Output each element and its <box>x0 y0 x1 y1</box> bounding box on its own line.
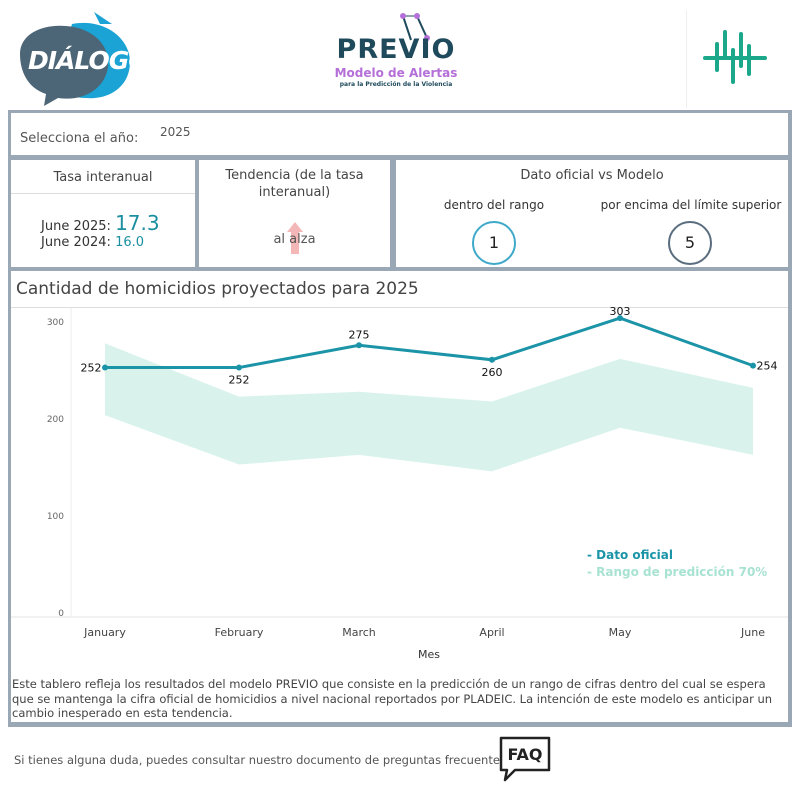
tasa-previous-label: June 2024: <box>41 235 111 250</box>
faq-prompt-text: Si tienes alguna duda, puedes consultar … <box>14 753 506 767</box>
arrow-up-icon <box>287 222 303 254</box>
data-label: 254 <box>757 360 778 373</box>
above-limit-label: por encima del límite superior <box>600 198 782 212</box>
official-data-line <box>105 316 754 370</box>
y-tick-label: 200 <box>47 415 64 425</box>
tasa-divider <box>11 193 195 194</box>
above-limit-count: 5 <box>668 221 712 265</box>
legend-official-data: - Dato oficial <box>587 548 673 562</box>
x-axis-title: Mes <box>418 648 440 661</box>
data-point <box>356 342 362 349</box>
y-tick-label: 0 <box>58 609 64 619</box>
data-label: 260 <box>482 366 503 379</box>
within-range-count: 1 <box>472 221 516 265</box>
data-point <box>617 315 623 322</box>
faq-label: FAQ <box>507 745 542 764</box>
chart-title-divider <box>11 307 788 308</box>
tasa-current-value: 17.3 <box>115 211 160 235</box>
tasa-previous-row: June 2024: 16.0 <box>41 235 144 250</box>
tendencia-value: al alza <box>273 232 316 247</box>
dialogos-logo-text: DIÁLOGOS <box>28 46 166 75</box>
data-point <box>102 364 108 371</box>
x-tick-label: May <box>609 626 632 639</box>
year-selector-label: Selecciona el año: <box>20 131 139 146</box>
data-point <box>236 364 242 371</box>
dashboard-description: Este tablero refleja los resultados del … <box>12 677 773 720</box>
tendencia-panel: Tendencia (de la tasa interanual) al alz… <box>199 160 390 267</box>
legend-prediction-range: - Rango de predicción 70% <box>587 565 767 579</box>
tasa-interanual-panel: Tasa interanual June 2025: 17.3 June 202… <box>11 160 195 267</box>
within-range-label: dentro del rango <box>443 198 545 212</box>
dialogos-logo: DIÁLOGOS <box>14 10 166 108</box>
x-tick-label: June <box>740 626 765 639</box>
tasa-current-label: June 2025: <box>41 219 111 234</box>
y-tick-label: 300 <box>47 318 64 328</box>
faq-speech-bubble-icon: FAQ <box>499 736 551 782</box>
year-selector-value[interactable]: 2025 <box>160 125 191 139</box>
previo-logo-tagline: para la Predicción de la Violencia <box>339 81 453 88</box>
partner-logo <box>686 10 791 108</box>
tasa-previous-value: 16.0 <box>115 235 145 250</box>
x-tick-label: February <box>215 626 264 639</box>
prediction-range-band <box>105 343 753 472</box>
homicides-line-chart: 0 100 200 300 252 252 275 260 303 254 January Febru… <box>11 305 788 661</box>
data-label: 303 <box>610 305 631 318</box>
data-label: 252 <box>81 362 102 375</box>
previo-logo-title: PREVIO <box>336 34 456 65</box>
y-tick-label: 100 <box>47 512 64 522</box>
year-selector-panel: Selecciona el año: 2025 <box>11 113 788 155</box>
dato-vs-modelo-panel: Dato oficial vs Modelo dentro del rango … <box>396 160 788 267</box>
tasa-title: Tasa interanual <box>53 170 153 185</box>
data-label: 275 <box>349 328 370 341</box>
x-tick-label: March <box>342 626 376 639</box>
dato-vs-modelo-title: Dato oficial vs Modelo <box>520 168 664 183</box>
dashboard-frame: Selecciona el año: 2025 Tasa interanual … <box>8 110 792 727</box>
chart-panel: Cantidad de homicidios proyectados para … <box>11 271 788 722</box>
tendencia-title: Tendencia (de la tasa interanual) <box>225 168 364 200</box>
header: DIÁLOGOS PREVIO Modelo de Alertas para l… <box>0 0 799 110</box>
x-tick-label: April <box>479 626 504 639</box>
previo-logo: PREVIO Modelo de Alertas para la Predicc… <box>333 12 465 92</box>
data-point <box>489 356 495 363</box>
data-label: 252 <box>229 374 250 387</box>
faq-button[interactable]: FAQ <box>497 734 553 784</box>
chart-title: Cantidad de homicidios proyectados para … <box>16 279 419 299</box>
x-tick-label: January <box>83 626 126 639</box>
tasa-current-row: June 2025: 17.3 <box>41 211 160 235</box>
previo-logo-subtitle: Modelo de Alertas <box>334 66 458 80</box>
data-point <box>750 362 756 369</box>
